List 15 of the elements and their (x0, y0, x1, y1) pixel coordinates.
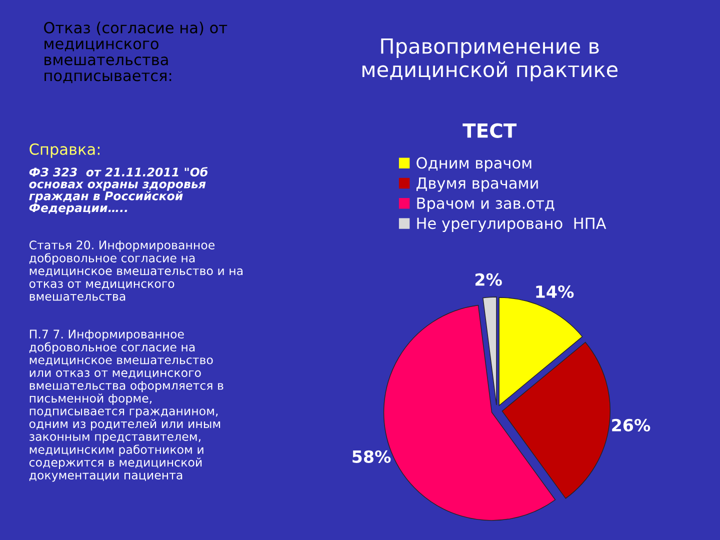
text: Справка: (30, 143, 100, 158)
data-label: 26% (612, 418, 650, 432)
legend-label: Одним врачом (416, 157, 532, 172)
text: Правоприменение в медицинской практике (362, 38, 618, 82)
text: П.7 7. Информированное добровольное согласие на медицинское вмешательство или отказ от медицинского вмешательства оформляется в письменной форме, подписывается гражданином, одним из родителей или иным законным представителем, медицинским работником и содержится в медицинской документации пациента (29, 330, 224, 482)
data-label: 14% (536, 285, 574, 298)
legend-label: Двумя врачами (416, 177, 538, 192)
text: ФЗ 323 от 21.11.2011 "Об основах охраны здоровья граждан в Российской Федерации….. (29, 167, 208, 214)
text: Статья 20. Информированное добровольное согласие на медицинское вмешательство и на отказ от медицинского вмешательства (29, 240, 243, 301)
chart-title: ТЕСТ (462, 123, 517, 138)
legend-label: Врачом и зав.отд (417, 198, 554, 212)
text: Отказ (согласие на) от медицинского вмешательства подписывается: (44, 22, 228, 84)
data-label: 2% (475, 273, 502, 286)
legend-label: Не урегулировано НПА (417, 218, 606, 232)
data-label: 58% (352, 450, 391, 463)
